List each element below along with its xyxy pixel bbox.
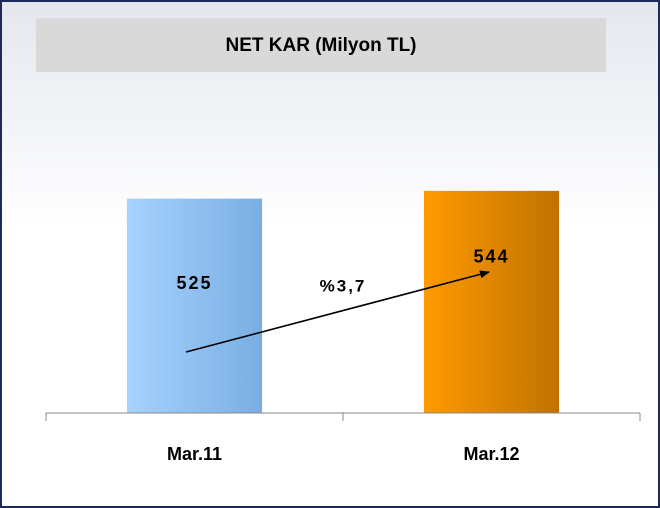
- change-arrow: [185, 270, 490, 353]
- chart-title: NET KAR (Milyon TL): [225, 35, 416, 56]
- annotation: %3,7: [320, 276, 367, 295]
- title-box: [36, 18, 606, 72]
- plot-area: Mar.11 525 Mar.12 544: [126, 190, 560, 464]
- bar: [423, 190, 560, 413]
- x-tick-label: Mar.12: [463, 444, 519, 464]
- data-label: 544: [473, 246, 509, 266]
- data-label: 525: [176, 273, 212, 293]
- bar: [126, 198, 263, 413]
- x-tick-label: Mar.11: [167, 444, 222, 464]
